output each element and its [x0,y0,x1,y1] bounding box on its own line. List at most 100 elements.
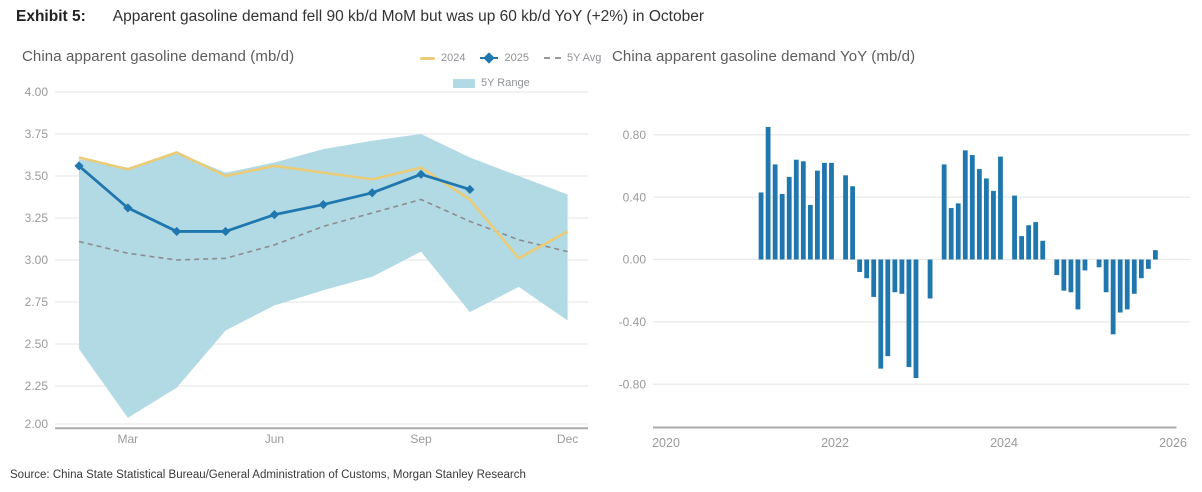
yoy-bar [1061,259,1067,291]
yoy-bar [758,192,764,260]
legend-item-2024: 2024 [420,52,465,64]
legend-marker-2025 [480,52,499,64]
data-point-diamond [269,210,280,220]
yoy-bar [899,259,905,294]
y-tick-label: 4.00 [25,85,49,99]
yoy-bar [1012,195,1017,260]
x-tick-label: 2022 [821,436,849,450]
y-tick-label: 0.40 [623,190,647,204]
yoy-bar [969,155,975,260]
x-tick-label: 2020 [652,436,680,450]
yoy-bar [1110,259,1116,335]
data-point-diamond [416,169,426,179]
y-tick-label: -0.80 [619,377,647,391]
legend-marker-5y-range [453,78,475,88]
data-point-diamond [318,199,328,210]
yoy-bar [871,259,877,297]
y-tick-label: 3.00 [25,253,49,267]
yoy-bar [786,176,792,260]
yoy-bar [1019,236,1025,260]
data-point-diamond [367,188,377,198]
yoy-bar [864,259,870,279]
yoy-bar [962,150,968,260]
y-tick-label: 0.00 [623,253,647,267]
yoy-bar [822,162,827,260]
yoy-bar [1152,250,1158,260]
legend-item-5y-avg: 5Y Avg [543,52,602,64]
data-point-diamond [465,184,475,195]
y-tick-label: 2.50 [25,337,49,351]
exhibit-header: Exhibit 5: Apparent gasoline demand fell… [16,8,704,26]
yoy-bar [983,178,989,260]
legend-label-5y-range: 5Y Range [481,77,530,89]
data-point-diamond [220,226,231,237]
x-tick-label: Sep [410,432,432,446]
chart-legend-row-2: 5Y Range [453,77,530,89]
yoy-bar [843,175,848,260]
exhibit-label: Exhibit 5: [16,8,86,25]
legend-item-2025: 2025 [480,52,529,64]
exhibit-title: Apparent gasoline demand fell 90 kb/d Mo… [112,8,704,25]
y-tick-label: 2.75 [25,295,49,309]
chart-legend-row-1: 2024 2025 5Y Avg [420,52,601,64]
y-tick-label: 3.50 [25,169,49,183]
legend-label-2024: 2024 [441,52,466,64]
yoy-bar [1082,259,1088,271]
yoy-bar [1075,259,1081,310]
yoy-bar [857,259,863,272]
yoy-bar [1145,259,1151,269]
yoy-bar [1026,225,1032,260]
left-chart-title: China apparent gasoline demand (mb/d) [22,48,295,65]
legend-item-5y-range: 5Y Range [453,77,530,89]
yoy-bar [906,259,912,368]
data-point-diamond [74,161,84,171]
yoy-bar [800,161,806,260]
y-tick-label: 2.25 [25,379,49,393]
legend-marker-5y-avg [543,57,561,59]
x-tick-label: Mar [118,432,139,446]
source-note: Source: China State Statistical Bureau/G… [10,469,526,481]
yoy-bar [913,259,919,378]
data-point-diamond [172,226,182,237]
yoy-bar [1131,259,1137,294]
x-tick-label: Jun [265,432,284,446]
yoy-bar [779,194,785,260]
yoy-bar [1068,259,1074,293]
yoy-bar [829,162,834,260]
y-tick-label: -0.40 [619,315,647,329]
yoy-bar [1096,259,1102,268]
yoy-bar [1138,259,1144,279]
yoy-bar [1040,240,1046,260]
yoy-bar [1124,259,1130,310]
yoy-bar [927,259,933,299]
yoy-bar [998,156,1003,260]
right-chart-title: China apparent gasoline demand YoY (mb/d… [612,48,916,65]
yoy-bar [948,208,954,260]
yoy-bar [991,190,996,260]
yoy-bar [765,126,771,260]
yoy-bar [772,164,778,260]
y-tick-label: 0.80 [623,128,647,142]
line-2024 [78,151,569,260]
yoy-bar [807,204,813,260]
yoy-bar [1117,259,1123,313]
data-point-diamond [123,203,133,213]
yoy-bar [955,203,961,260]
yoy-bar [850,186,856,260]
yoy-bar [885,259,891,357]
y-tick-label: 3.75 [25,127,49,141]
yoy-bar [1103,259,1109,293]
legend-label-5y-avg: 5Y Avg [566,52,602,64]
yoy-bar [976,169,982,260]
yoy-bar [793,159,799,260]
demand-line-chart: 4.00 3.75 3.50 3.25 3.00 2.75 2.50 2.25 2.00 Mar J… [25,85,588,446]
yoy-bar [1054,259,1060,276]
y-tick-label: 3.25 [25,211,49,225]
y-tick-label: 2.00 [25,417,49,431]
line-5y-avg [78,198,568,261]
yoy-bar [814,170,820,260]
yoy-bar [892,259,898,293]
yoy-bar [878,259,884,369]
yoy-bar-chart: 0.80 0.40 0.00 -0.40 -0.80 2020 2022 2024 2026 [619,126,1190,450]
